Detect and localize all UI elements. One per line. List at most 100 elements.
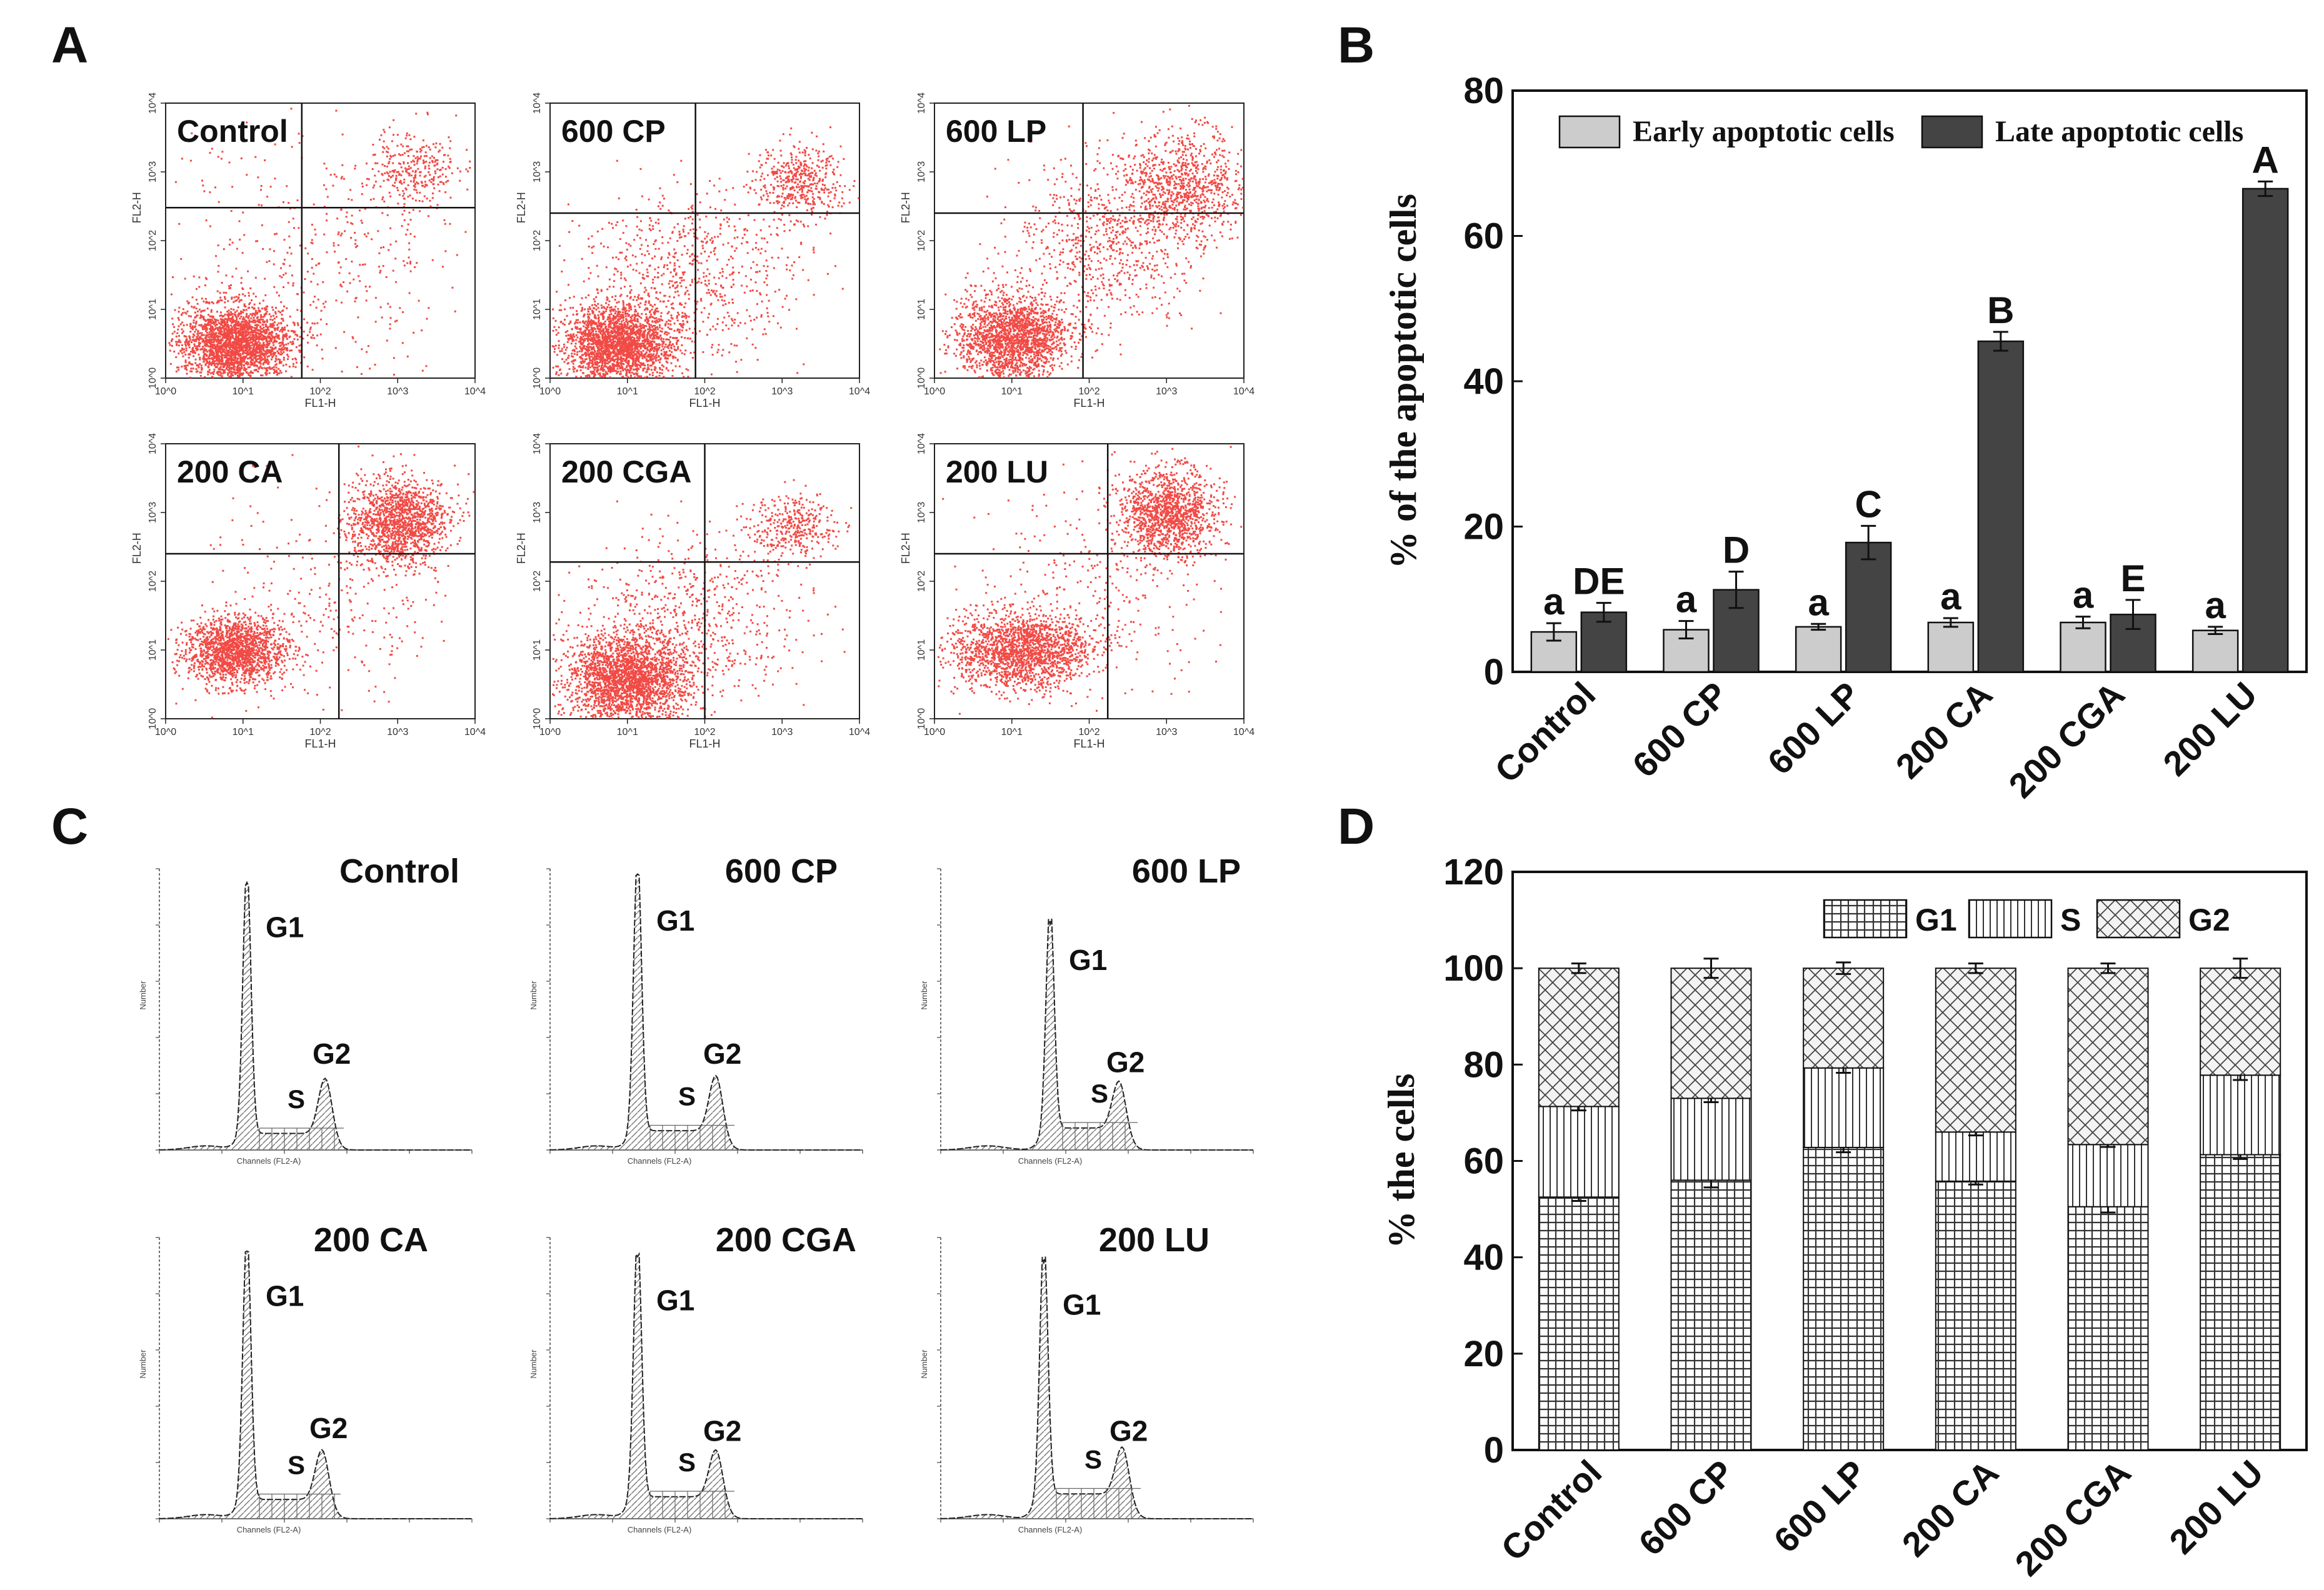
- dotplot-600-cp: 600 CP 10^010^0 10^1 10^1 10^2 10^2 10^3 10^3 10…: [515, 92, 870, 409]
- g2-peak-label: G2: [1109, 1415, 1148, 1448]
- x-tick-label: 10^3: [1156, 386, 1177, 397]
- segment-g1-600-cp: [1670, 1179, 1752, 1451]
- y-tick-label: 10^1: [148, 639, 158, 661]
- g1-peak-label: G1: [266, 1280, 304, 1312]
- significance-letter: A: [2251, 139, 2278, 181]
- y-axis-label: % the cells: [1381, 1074, 1422, 1249]
- y-tick-label: 10^4: [148, 433, 158, 454]
- x-axis-label: FL1-H: [304, 397, 336, 409]
- plot-frame: [1511, 871, 2308, 1451]
- legend-label-g1: G1: [1915, 902, 1957, 938]
- segment-g2-200-lu: [2200, 968, 2281, 1076]
- x-tick-label: 10^4: [464, 727, 486, 738]
- x-tick-label: 10^2: [309, 727, 331, 738]
- x-category-label: 600 LP: [1760, 674, 1867, 782]
- s-peak-label: S: [1091, 1079, 1108, 1108]
- x-tick-label: 10^4: [464, 386, 486, 397]
- g1-peak-label: G1: [1063, 1289, 1101, 1321]
- y-tick-label: 10^1: [532, 299, 543, 320]
- g2-peak-label: G2: [309, 1412, 348, 1444]
- x-tick-label: 10^4: [849, 386, 870, 397]
- x-tick-label: 10^1: [617, 727, 638, 738]
- bar-late-apoptotic-cells-200-ca: [1977, 340, 2025, 673]
- y-axis-label: FL2-H: [899, 532, 912, 564]
- y-tick-label: 10^0: [532, 368, 543, 389]
- x-tick-label: 10^2: [694, 727, 715, 738]
- histogram-x-axis-label: Channels (FL2-A): [1018, 1156, 1083, 1166]
- x-tick-label: 10^4: [849, 727, 870, 738]
- y-tick-label: 10^0: [148, 368, 158, 389]
- x-axis-label: FL1-H: [1073, 738, 1104, 750]
- histogram-title: 200 CA: [314, 1221, 428, 1259]
- x-tick-label: 10^1: [1001, 727, 1023, 738]
- y-tick-label: 60: [1463, 216, 1504, 257]
- x-category-label: 200 CGA: [2007, 1452, 2138, 1584]
- x-category-label: 600 LP: [1766, 1452, 1873, 1560]
- x-category-label: 600 CP: [1631, 1452, 1741, 1563]
- histogram-title: 600 CP: [725, 852, 838, 890]
- legend-swatch-late: [1921, 115, 1983, 149]
- y-axis-label: FL2-H: [131, 532, 143, 564]
- x-tick-label: 10^0: [539, 386, 561, 397]
- x-tick-label: 10^1: [233, 727, 254, 738]
- segment-g2-200-cga: [2067, 968, 2149, 1146]
- histogram-200-lu: 200 LU G1 SG2 Channels (FL2-A) Number: [919, 1221, 1254, 1534]
- y-tick-label: 10^1: [916, 639, 927, 661]
- y-tick-label: 80: [1463, 1044, 1504, 1085]
- x-tick-label: 10^1: [233, 386, 254, 397]
- histogram-curve: [550, 873, 863, 1151]
- significance-letter: B: [1987, 289, 2014, 331]
- histogram-y-axis-label: Number: [138, 1349, 148, 1379]
- y-tick-label: 10^3: [916, 502, 927, 523]
- dotplot-events: [552, 479, 853, 719]
- g2-peak-label: G2: [703, 1415, 741, 1448]
- legend-label-late: Late apoptotic cells: [1995, 115, 2243, 148]
- y-tick-label: 10^3: [148, 502, 158, 523]
- dotplot-title: 600 LP: [946, 114, 1046, 149]
- x-tick-label: 10^4: [1233, 386, 1255, 397]
- y-tick-label: 10^2: [148, 571, 158, 592]
- x-category-label: Control: [1487, 674, 1603, 790]
- dotplot-200-lu: 200 LU 10^010^0 10^1 10^1 10^2 10^2 10^3 10^3 10…: [899, 433, 1255, 750]
- legend: Early apoptotic cells Late apoptotic cell…: [1558, 115, 2243, 149]
- histogram-curve: [550, 1252, 863, 1519]
- x-tick-label: 10^3: [771, 386, 793, 397]
- y-tick-label: 0: [1484, 652, 1504, 692]
- dotplot-frame: [934, 102, 1245, 379]
- y-tick-label: 10^4: [148, 92, 158, 114]
- x-tick-label: 10^0: [539, 727, 561, 738]
- panel-d-cell-cycle-chart: 0 20 40 60 80 100 120 % the cells Control 600 CP 6…: [1381, 852, 2308, 1584]
- legend-swatch-s: [1968, 899, 2053, 939]
- x-tick-label: 10^0: [155, 386, 176, 397]
- significance-letter: a: [2073, 574, 2094, 616]
- histogram-title: 600 LP: [1132, 852, 1241, 890]
- x-category-label: Control: [1493, 1452, 1609, 1568]
- y-tick-label: 60: [1463, 1141, 1504, 1182]
- histogram-y-axis-label: Number: [919, 981, 929, 1010]
- y-tick-label: 10^0: [532, 708, 543, 729]
- s-peak-label: S: [1084, 1445, 1102, 1474]
- x-tick-label: 10^0: [924, 386, 945, 397]
- y-tick-label: 10^4: [532, 433, 543, 454]
- segment-s-control: [1538, 1106, 1620, 1198]
- significance-letter: a: [2205, 584, 2226, 626]
- dotplot-frame: [549, 102, 860, 379]
- histogram-y-axis-label: Number: [529, 981, 538, 1010]
- segment-g2-600-cp: [1670, 968, 1752, 1099]
- histogram-600-lp: 600 LP G1 SG2 Channels (FL2-A) Number: [919, 852, 1254, 1166]
- y-tick-label: 40: [1463, 1238, 1504, 1278]
- x-tick-label: 10^0: [924, 727, 945, 738]
- x-tick-label: 10^4: [1233, 727, 1255, 738]
- g1-peak-label: G1: [656, 1284, 694, 1317]
- significance-letter: a: [1676, 579, 1697, 621]
- histogram-600-cp: 600 CP G1 SG2 Channels (FL2-A) Number: [529, 852, 863, 1166]
- legend: G1 S G2: [1823, 899, 2230, 939]
- y-axis-label: FL2-H: [899, 192, 912, 223]
- dotplot-600-lp: 600 LP 10^010^0 10^1 10^1 10^2 10^2 10^3 10^3 10…: [899, 92, 1255, 409]
- segment-g1-control: [1538, 1196, 1620, 1451]
- panel-letter-d: D: [1338, 798, 1375, 855]
- y-tick-label: 20: [1463, 507, 1504, 548]
- dotplot-200-ca: 200 CA 10^010^0 10^1 10^1 10^2 10^2 10^3 10^3 10…: [131, 433, 486, 750]
